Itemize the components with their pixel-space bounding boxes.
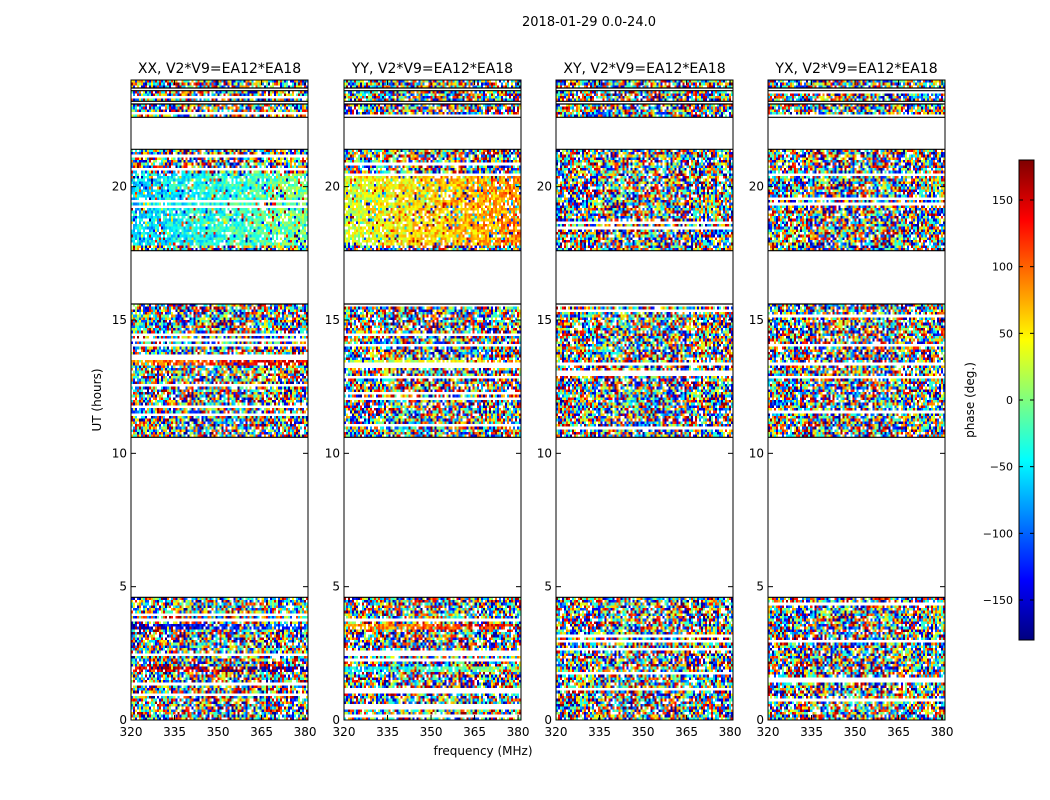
x-tick-label: 365 (887, 725, 910, 739)
panel-yx: YX, V2*V9=EA12*EA18 320 335 350 365 380 0 5 10 15… (749, 61, 954, 739)
y-tick-label: 5 (332, 580, 340, 594)
x-tick-label: 380 (719, 725, 742, 739)
y-tick-label: 15 (537, 313, 552, 327)
y-tick-label: 15 (749, 313, 764, 327)
y-tick-label: 10 (325, 446, 340, 460)
panel-frame (555, 79, 734, 721)
colorbar: 150 100 50 0 −50 −100 −150 (983, 159, 1035, 641)
x-tick-label: 335 (163, 725, 186, 739)
x-tick-label: 365 (463, 725, 486, 739)
figure-suptitle: 2018-01-29 0.0-24.0 (522, 15, 656, 30)
colorbar-tick-label: −50 (990, 461, 1013, 474)
y-axis-label: UT (hours) (90, 368, 104, 431)
colorbar-label: phase (deg.) (963, 362, 977, 438)
x-tick-label: 380 (931, 725, 954, 739)
phase-heatmap (556, 80, 733, 720)
y-tick-label: 15 (325, 313, 340, 327)
colorbar-tick-label: −100 (983, 527, 1013, 540)
panel-title: YX, V2*V9=EA12*EA18 (774, 61, 937, 77)
panel-frame (343, 79, 522, 721)
x-tick-label: 335 (800, 725, 823, 739)
panel-title: YY, V2*V9=EA12*EA18 (351, 61, 513, 77)
y-tick-label: 20 (537, 180, 552, 194)
x-tick-label: 350 (844, 725, 867, 739)
x-tick-label: 320 (333, 725, 356, 739)
x-tick-label: 350 (207, 725, 230, 739)
y-tick-label: 20 (325, 180, 340, 194)
y-tick-label: 5 (544, 580, 552, 594)
panel-title: XY, V2*V9=EA12*EA18 (563, 61, 725, 77)
y-tick-label: 0 (119, 713, 127, 727)
panels: XX, V2*V9=EA12*EA18 320 335 350 365 380 0 5 10 15… (112, 61, 954, 739)
y-tick-label: 0 (756, 713, 764, 727)
x-tick-label: 365 (250, 725, 273, 739)
panel-xy: XY, V2*V9=EA12*EA18 320 335 350 365 380 0 5 10 15… (537, 61, 742, 739)
phase-heatmap (344, 80, 521, 720)
colorbar-tick-label: −150 (983, 594, 1013, 607)
panel-xx: XX, V2*V9=EA12*EA18 320 335 350 365 380 0 5 10 15… (112, 61, 317, 739)
x-tick-label: 350 (420, 725, 443, 739)
y-tick-label: 10 (537, 446, 552, 460)
phase-heatmap (768, 80, 945, 720)
y-tick-label: 0 (544, 713, 552, 727)
panel-title: XX, V2*V9=EA12*EA18 (138, 61, 301, 77)
colorbar-tick-label: 0 (1006, 394, 1013, 407)
panel-yy: YY, V2*V9=EA12*EA18 320 335 350 365 380 0 5 10 15… (325, 61, 530, 739)
panel-frame (130, 79, 309, 721)
x-tick-label: 320 (757, 725, 780, 739)
x-tick-label: 335 (588, 725, 611, 739)
colorbar-tick-label: 100 (992, 261, 1013, 274)
x-tick-label: 380 (507, 725, 530, 739)
x-tick-label: 380 (294, 725, 317, 739)
x-tick-label: 320 (545, 725, 568, 739)
x-tick-label: 335 (376, 725, 399, 739)
y-tick-label: 10 (749, 446, 764, 460)
phase-heatmap (131, 80, 308, 720)
y-tick-label: 20 (749, 180, 764, 194)
colorbar-tick-label: 150 (992, 194, 1013, 207)
x-tick-label: 320 (120, 725, 143, 739)
panel-frame (767, 79, 946, 721)
x-tick-label: 365 (675, 725, 698, 739)
y-tick-label: 15 (112, 313, 127, 327)
y-tick-label: 5 (119, 580, 127, 594)
colorbar-tick-label: 50 (999, 327, 1013, 340)
y-tick-label: 5 (756, 580, 764, 594)
x-tick-label: 350 (632, 725, 655, 739)
x-axis-label: frequency (MHz) (433, 744, 532, 758)
y-tick-label: 0 (332, 713, 340, 727)
y-tick-label: 10 (112, 446, 127, 460)
y-tick-label: 20 (112, 180, 127, 194)
